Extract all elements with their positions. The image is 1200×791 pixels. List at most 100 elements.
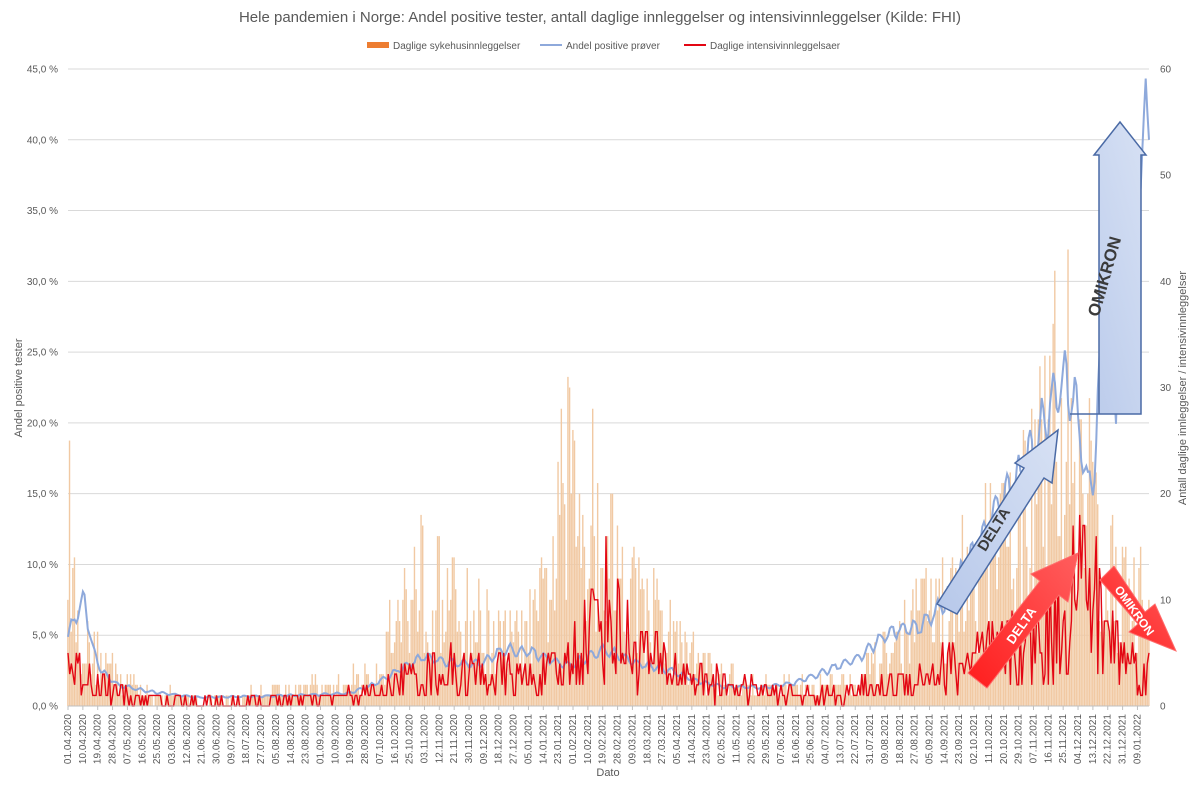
y-right-tick-label: 0 <box>1160 702 1166 713</box>
y-right-tick-label: 50 <box>1160 171 1172 182</box>
bar <box>352 663 355 706</box>
bar <box>950 567 952 706</box>
bar <box>1037 419 1040 706</box>
x-tick-label: 28.04.2020 <box>108 714 119 764</box>
bar <box>865 652 868 706</box>
y-axis-right-ticks: 0 10 20 30 40 50 60 <box>1160 65 1172 713</box>
bar <box>415 589 417 706</box>
bar <box>1030 408 1033 706</box>
bar <box>969 578 972 706</box>
bar <box>1057 536 1059 706</box>
bar <box>563 504 566 706</box>
bar <box>1131 621 1134 706</box>
bar <box>362 695 364 706</box>
bar <box>928 610 931 706</box>
bar <box>590 525 592 706</box>
bar <box>662 642 665 706</box>
bar <box>1047 419 1049 706</box>
bar <box>951 557 954 706</box>
x-tick-label: 27.12.2020 <box>509 714 520 764</box>
bar <box>1111 514 1114 706</box>
bar <box>743 674 746 706</box>
bar <box>1097 504 1099 706</box>
bar <box>758 695 761 706</box>
bar <box>709 652 711 706</box>
bar <box>834 684 837 706</box>
x-tick-label: 13.12.2021 <box>1088 714 1099 764</box>
bar <box>829 674 832 706</box>
bar <box>801 674 803 706</box>
bar <box>544 567 546 706</box>
bar <box>403 567 406 706</box>
bar <box>1045 567 1048 706</box>
bar <box>341 695 343 706</box>
bar <box>506 674 508 706</box>
bar <box>496 663 498 706</box>
y-right-tick-label: 20 <box>1160 489 1172 500</box>
bar <box>625 652 627 706</box>
x-tick-label: 14.08.2020 <box>286 714 297 764</box>
bar <box>644 663 647 706</box>
bar <box>283 695 285 706</box>
bar <box>661 610 663 706</box>
bar <box>989 483 992 706</box>
bar <box>755 695 757 706</box>
bar <box>210 695 213 706</box>
bar <box>139 684 142 706</box>
bar <box>314 674 317 706</box>
bar <box>131 684 133 706</box>
bar <box>750 695 752 706</box>
bar <box>775 695 777 706</box>
bar <box>471 652 473 706</box>
bar <box>986 525 988 706</box>
bar <box>230 695 232 706</box>
bar <box>733 695 736 706</box>
bar <box>908 663 911 706</box>
bar <box>889 663 891 706</box>
bar <box>1090 440 1092 706</box>
bar <box>757 695 759 706</box>
bar <box>682 663 685 706</box>
bar <box>983 557 985 706</box>
y-left-tick-label: 15,0 % <box>27 489 58 500</box>
bar <box>463 652 465 706</box>
x-tick-label: 05.01.2021 <box>523 714 534 764</box>
bar <box>268 695 270 706</box>
bar <box>1059 536 1061 706</box>
x-tick-label: 27.08.2021 <box>910 714 921 764</box>
bar <box>339 695 341 706</box>
bar <box>128 684 130 706</box>
bar <box>1144 631 1147 706</box>
x-tick-label: 01.02.2021 <box>568 714 579 764</box>
x-tick-label: 16.10.2020 <box>390 714 401 764</box>
bar <box>790 684 792 706</box>
bar <box>687 684 690 706</box>
bar <box>585 621 587 706</box>
bar <box>408 652 411 706</box>
bar <box>422 525 424 706</box>
bar <box>596 483 599 706</box>
bar <box>101 674 104 706</box>
bar <box>461 663 464 706</box>
bar <box>118 695 120 706</box>
bar <box>453 557 455 706</box>
bar <box>121 695 124 706</box>
bar <box>885 652 888 706</box>
bar <box>608 578 610 706</box>
bar <box>425 631 427 706</box>
bar <box>308 695 310 706</box>
bar <box>426 642 429 706</box>
x-tick-label: 23.09.2021 <box>954 714 965 764</box>
bar <box>545 567 548 706</box>
bar <box>1040 419 1043 706</box>
bar <box>412 599 414 706</box>
bar <box>537 621 539 706</box>
bar <box>634 567 637 706</box>
bar <box>149 695 152 706</box>
bar <box>469 621 472 706</box>
bar <box>578 493 581 706</box>
bar <box>905 631 907 706</box>
bar <box>832 695 835 706</box>
bar <box>902 674 904 706</box>
bar <box>567 376 569 706</box>
